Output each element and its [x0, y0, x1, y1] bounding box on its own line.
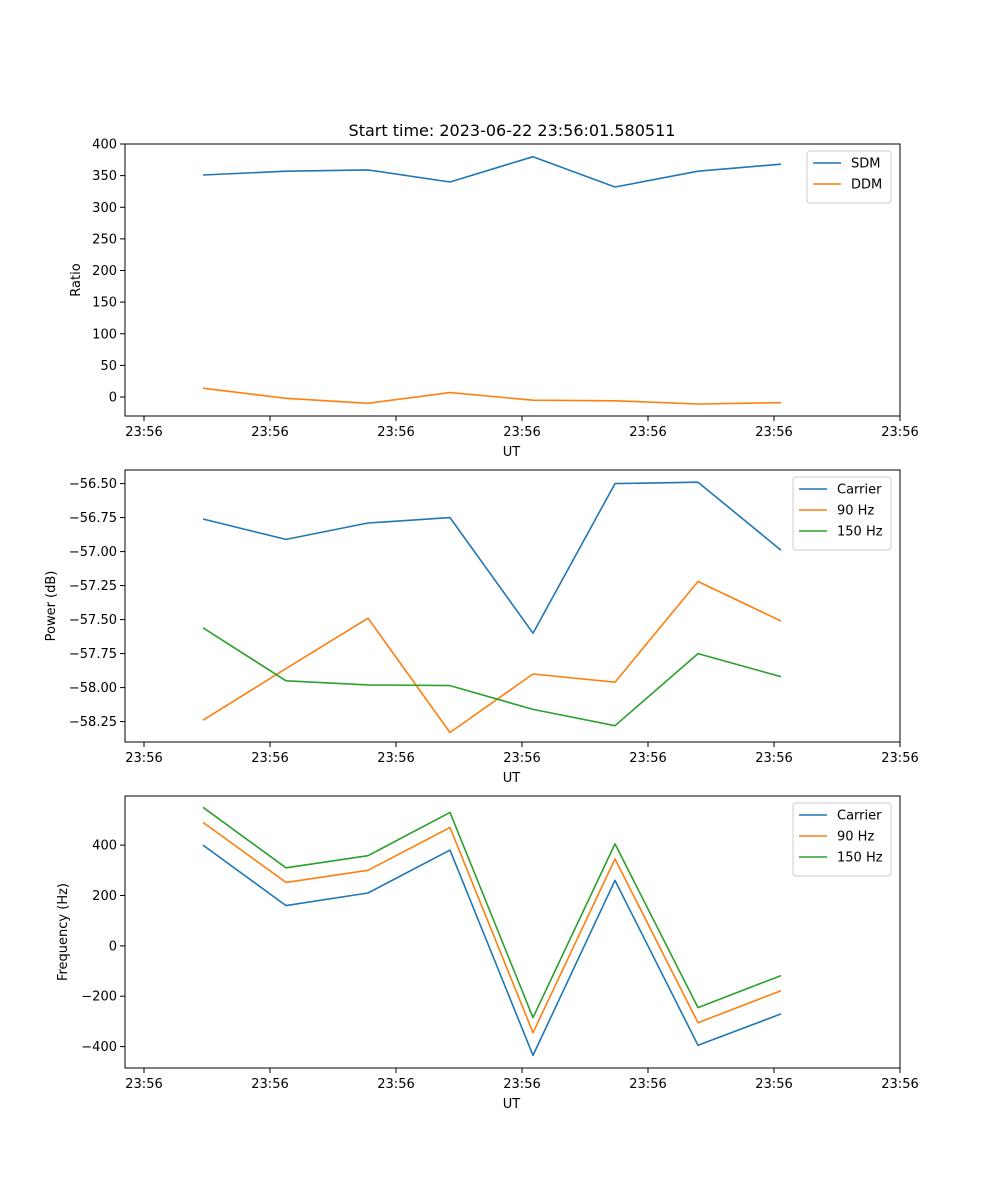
- x-axis-label: UT: [503, 1097, 521, 1112]
- x-tick-label: 23:56: [755, 425, 792, 440]
- legend-label: 150 Hz: [837, 525, 883, 540]
- x-tick-label: 23:56: [251, 425, 288, 440]
- y-tick-label: 150: [92, 296, 117, 311]
- legend-label: 150 Hz: [837, 851, 883, 866]
- legend-label: 90 Hz: [837, 504, 874, 519]
- x-tick-label: 23:56: [755, 1077, 792, 1092]
- plot-frame: [124, 469, 901, 743]
- x-tick-label: 23:56: [881, 751, 918, 766]
- y-tick-label: 200: [92, 889, 117, 904]
- x-tick-label: 23:56: [251, 1077, 288, 1092]
- panel-2: −58.25 −58.00 −57.75 −57.50 −57.25 −57.00 −56.…: [44, 469, 919, 786]
- x-tick-label: 23:56: [125, 425, 162, 440]
- x-tick-label: 23:56: [503, 1077, 540, 1092]
- x-tick-label: 23:56: [629, 1077, 666, 1092]
- x-tick-label: 23:56: [125, 1077, 162, 1092]
- legend-label: 90 Hz: [837, 830, 874, 845]
- y-tick-label: −400: [81, 1040, 117, 1055]
- y-tick-label: −57.00: [69, 545, 117, 560]
- plot-frame: [124, 795, 901, 1069]
- series-line-carrier: [202, 844, 782, 1057]
- series-line-sdm: [202, 155, 782, 188]
- y-tick-label: 50: [100, 359, 117, 374]
- y-tick-label: −56.75: [69, 511, 117, 526]
- y-tick-label: −58.00: [69, 681, 117, 696]
- legend: Carrier 90 Hz 150 Hz: [792, 476, 892, 551]
- y-tick-label: −58.25: [69, 715, 117, 730]
- legend-label: DDM: [851, 178, 882, 193]
- y-tick-label: 400: [92, 839, 117, 854]
- x-tick-label: 23:56: [629, 751, 666, 766]
- x-axis-label: UT: [503, 445, 521, 460]
- x-tick-label: 23:56: [629, 425, 666, 440]
- legend-label: Carrier: [837, 809, 882, 824]
- legend-label: SDM: [851, 157, 880, 172]
- x-tick-label: 23:56: [503, 425, 540, 440]
- series-line-carrier: [202, 481, 782, 635]
- x-tick-label: 23:56: [881, 1077, 918, 1092]
- y-tick-label: 0: [109, 391, 117, 406]
- series-line-ddm: [202, 387, 782, 405]
- y-axis-label: Power (dB): [44, 571, 59, 642]
- figure-title: Start time: 2023-06-22 23:56:01.580511: [349, 121, 676, 140]
- y-tick-label: 0: [109, 939, 117, 954]
- x-tick-label: 23:56: [125, 751, 162, 766]
- series-line-90-hz: [202, 821, 782, 1034]
- x-axis-label: UT: [503, 771, 521, 786]
- panel-1: 0 50 100 150 200 250 300 350 400 23:56 23:56 23:56 2…: [69, 138, 919, 461]
- y-tick-label: −200: [81, 990, 117, 1005]
- x-tick-label: 23:56: [377, 751, 414, 766]
- y-tick-label: 300: [92, 201, 117, 216]
- x-tick-label: 23:56: [755, 751, 792, 766]
- legend-box: [806, 150, 892, 204]
- legend-label: Carrier: [837, 483, 882, 498]
- series-line-150-hz: [202, 806, 782, 1019]
- y-tick-label: −57.75: [69, 647, 117, 662]
- y-tick-label: 400: [92, 138, 117, 153]
- x-tick-label: 23:56: [251, 751, 288, 766]
- x-tick-label: 23:56: [377, 425, 414, 440]
- y-axis-label: Ratio: [69, 263, 84, 296]
- y-tick-label: −56.50: [69, 477, 117, 492]
- x-tick-label: 23:56: [503, 751, 540, 766]
- y-tick-label: −57.50: [69, 613, 117, 628]
- plot-frame: [124, 143, 901, 417]
- legend: SDM DDM: [806, 150, 892, 204]
- series-line-90-hz: [202, 580, 782, 734]
- series-line-150-hz: [202, 627, 782, 727]
- y-tick-label: 100: [92, 327, 117, 342]
- panel-3: −400 −200 0 200 400 23:56 23:56 23:56 23:56 23:56…: [56, 795, 919, 1112]
- y-axis-label: Frequency (Hz): [56, 883, 71, 981]
- y-tick-label: 200: [92, 264, 117, 279]
- x-tick-label: 23:56: [377, 1077, 414, 1092]
- y-tick-label: 350: [92, 169, 117, 184]
- y-tick-label: 250: [92, 232, 117, 247]
- legend: Carrier 90 Hz 150 Hz: [792, 802, 892, 877]
- y-tick-label: −57.25: [69, 579, 117, 594]
- x-tick-label: 23:56: [881, 425, 918, 440]
